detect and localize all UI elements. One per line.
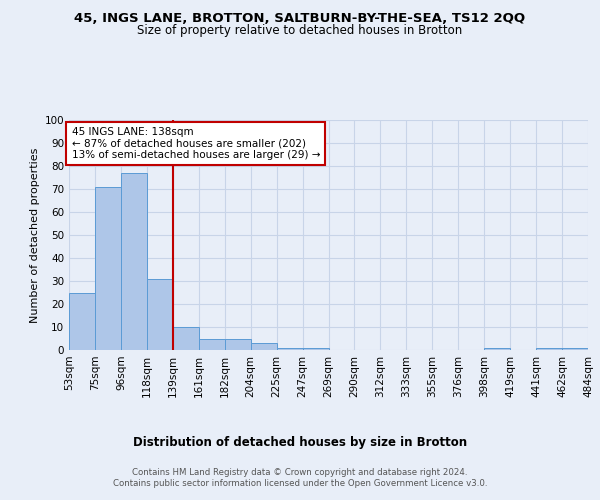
Text: Contains public sector information licensed under the Open Government Licence v3: Contains public sector information licen… — [113, 479, 487, 488]
Bar — [95, 186, 121, 350]
Bar — [199, 338, 224, 350]
Bar — [302, 348, 329, 350]
Y-axis label: Number of detached properties: Number of detached properties — [31, 148, 40, 322]
Bar — [173, 327, 199, 350]
Bar — [536, 348, 562, 350]
Text: Distribution of detached houses by size in Brotton: Distribution of detached houses by size … — [133, 436, 467, 449]
Bar — [121, 173, 147, 350]
Bar — [147, 278, 173, 350]
Bar — [562, 348, 588, 350]
Text: Contains HM Land Registry data © Crown copyright and database right 2024.: Contains HM Land Registry data © Crown c… — [132, 468, 468, 477]
Text: 45 INGS LANE: 138sqm
← 87% of detached houses are smaller (202)
13% of semi-deta: 45 INGS LANE: 138sqm ← 87% of detached h… — [71, 127, 320, 160]
Bar — [277, 348, 302, 350]
Bar — [225, 338, 251, 350]
Text: Size of property relative to detached houses in Brotton: Size of property relative to detached ho… — [137, 24, 463, 37]
Bar — [484, 348, 510, 350]
Bar — [69, 292, 95, 350]
Text: 45, INGS LANE, BROTTON, SALTBURN-BY-THE-SEA, TS12 2QQ: 45, INGS LANE, BROTTON, SALTBURN-BY-THE-… — [74, 12, 526, 26]
Bar — [251, 343, 277, 350]
